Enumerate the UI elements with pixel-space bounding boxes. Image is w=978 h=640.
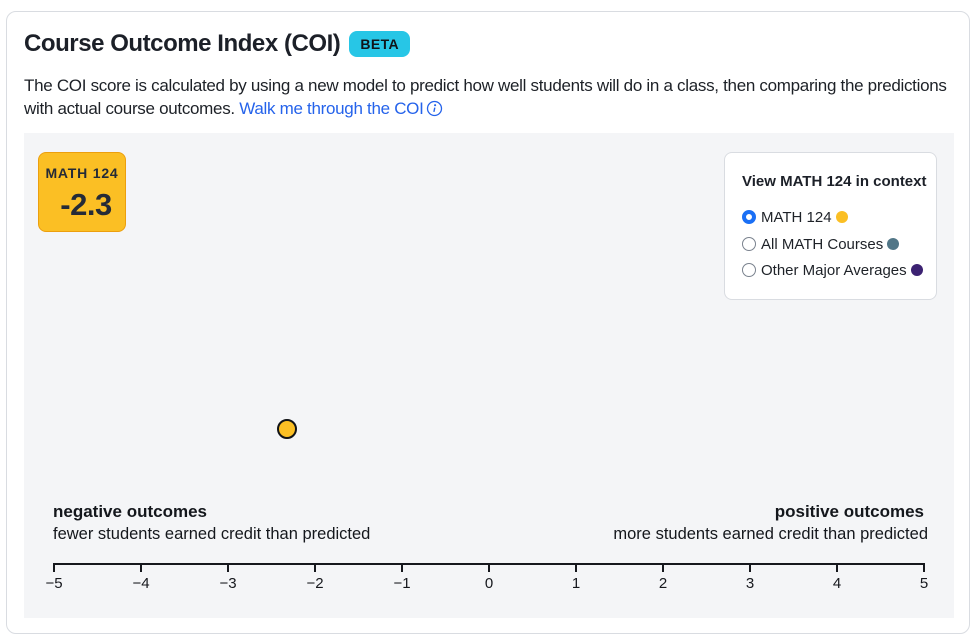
svg-text:−5: −5	[45, 575, 62, 592]
svg-text:1: 1	[572, 575, 580, 592]
svg-text:−1: −1	[393, 575, 410, 592]
svg-text:−4: −4	[132, 575, 149, 592]
svg-text:3: 3	[746, 575, 754, 592]
svg-text:5: 5	[920, 575, 928, 592]
svg-text:2: 2	[659, 575, 667, 592]
svg-text:−3: −3	[219, 575, 236, 592]
svg-text:4: 4	[833, 575, 841, 592]
svg-text:−2: −2	[306, 575, 323, 592]
svg-text:0: 0	[485, 575, 493, 592]
